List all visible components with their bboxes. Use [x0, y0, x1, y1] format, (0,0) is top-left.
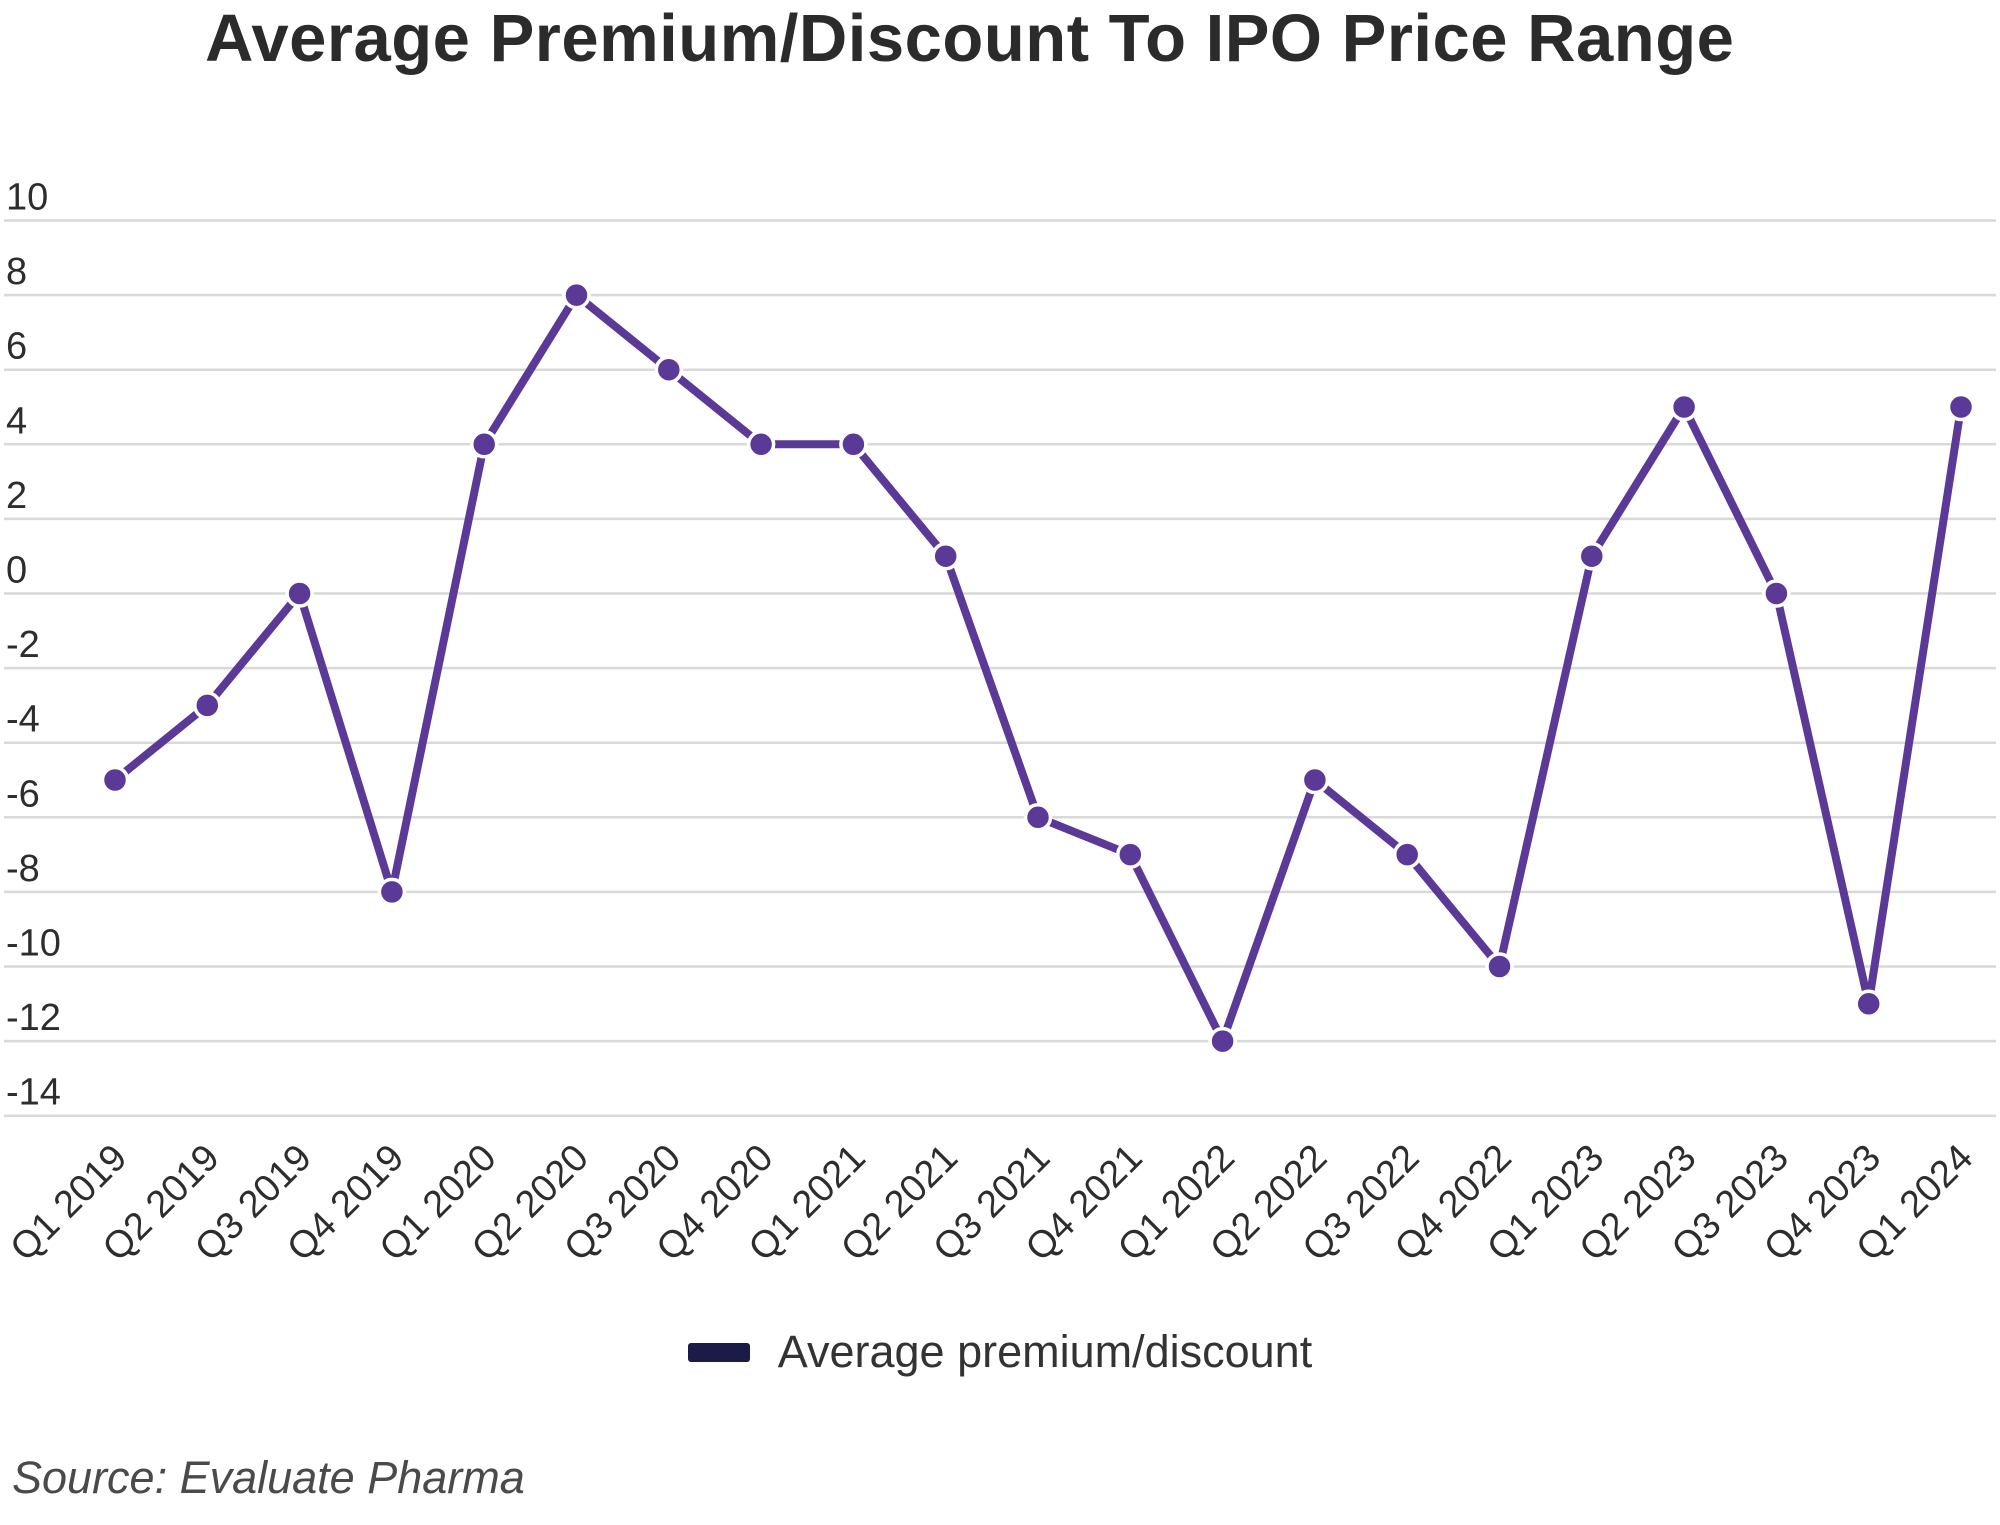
data-point: [1392, 840, 1422, 869]
data-point: [469, 430, 499, 459]
data-point: [1946, 392, 1976, 422]
y-axis-tick-label: -8: [6, 848, 40, 890]
data-point: [931, 541, 960, 571]
data-point: [1208, 1026, 1237, 1056]
y-axis-tick-label: -12: [6, 997, 61, 1039]
legend-label: Average premium/discount: [777, 1326, 1313, 1377]
data-point: [1023, 803, 1053, 832]
legend-swatch-line: [687, 1342, 750, 1362]
data-point: [100, 765, 130, 795]
y-axis-tick-label: 6: [6, 326, 27, 368]
y-axis-tick-label: 8: [6, 251, 27, 293]
y-axis-tick-label: 4: [6, 400, 27, 442]
data-point: [654, 355, 684, 384]
data-point: [746, 430, 776, 459]
data-point: [839, 430, 868, 459]
data-point: [1116, 840, 1145, 869]
data-point: [285, 579, 314, 608]
y-axis-tick-label: -2: [6, 624, 40, 666]
chart-title: Average Premium/Discount To IPO Price Ra…: [205, 1, 1735, 76]
y-axis-tick-label: -6: [6, 773, 40, 815]
data-point: [1300, 765, 1330, 795]
data-point: [377, 877, 407, 907]
y-axis-tick-label: 10: [6, 177, 48, 219]
y-axis-tick-label: -4: [6, 699, 40, 741]
data-point: [1854, 989, 1883, 1019]
y-axis-tick-label: 0: [6, 550, 27, 592]
data-point: [1762, 579, 1791, 608]
y-axis-tick-label: -14: [6, 1072, 61, 1114]
source-note: Source: Evaluate Pharma: [12, 1452, 525, 1503]
data-point: [1485, 952, 1514, 981]
y-axis-tick-label: 2: [6, 475, 27, 517]
legend: Average premium/discount: [0, 1326, 2000, 1378]
data-point: [1669, 392, 1699, 422]
data-point: [193, 691, 222, 720]
data-point: [1577, 541, 1607, 571]
data-point: [562, 280, 591, 310]
y-axis-tick-label: -10: [6, 923, 61, 965]
